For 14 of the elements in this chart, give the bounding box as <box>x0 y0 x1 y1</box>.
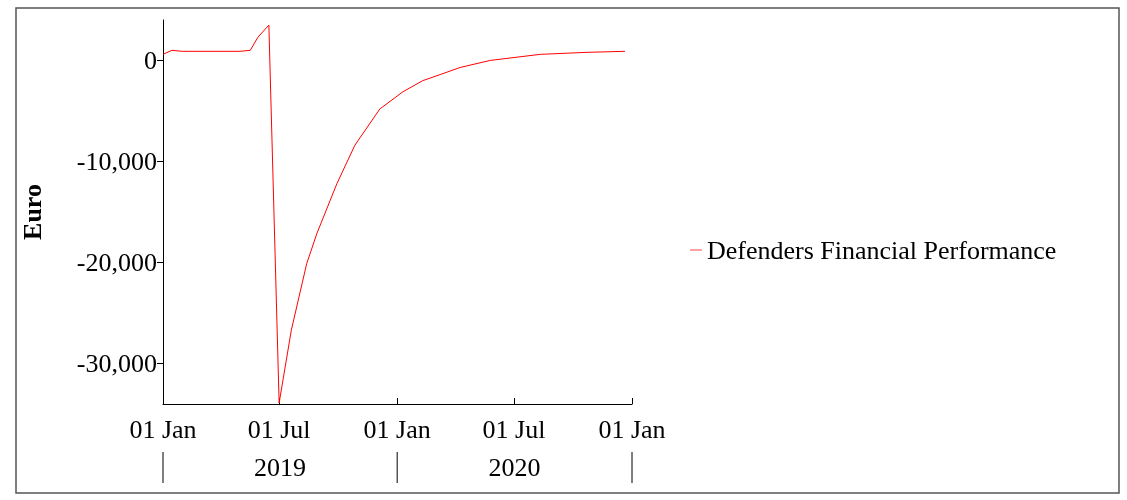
line-series <box>162 24 626 404</box>
x-tick-label: 01 Jul <box>482 414 546 444</box>
x-tick-label: 01 Jan <box>363 414 431 444</box>
x-tick-label: 01 Jan <box>598 414 666 444</box>
x-tick-label: 01 Jul <box>247 414 311 444</box>
text: 2019 <box>254 452 307 482</box>
y-tick-label: 0 <box>144 45 157 75</box>
legend-label: Defenders Financial Performance <box>707 235 1057 265</box>
x-tick-label: 01 Jan <box>129 414 197 444</box>
text: 2020 <box>488 452 541 482</box>
y-tick-label: -20,000 <box>76 248 157 278</box>
y-tick-label: -10,000 <box>76 146 157 176</box>
y-tick-label: -30,000 <box>76 349 157 379</box>
y-axis-title: Euro <box>17 184 47 240</box>
